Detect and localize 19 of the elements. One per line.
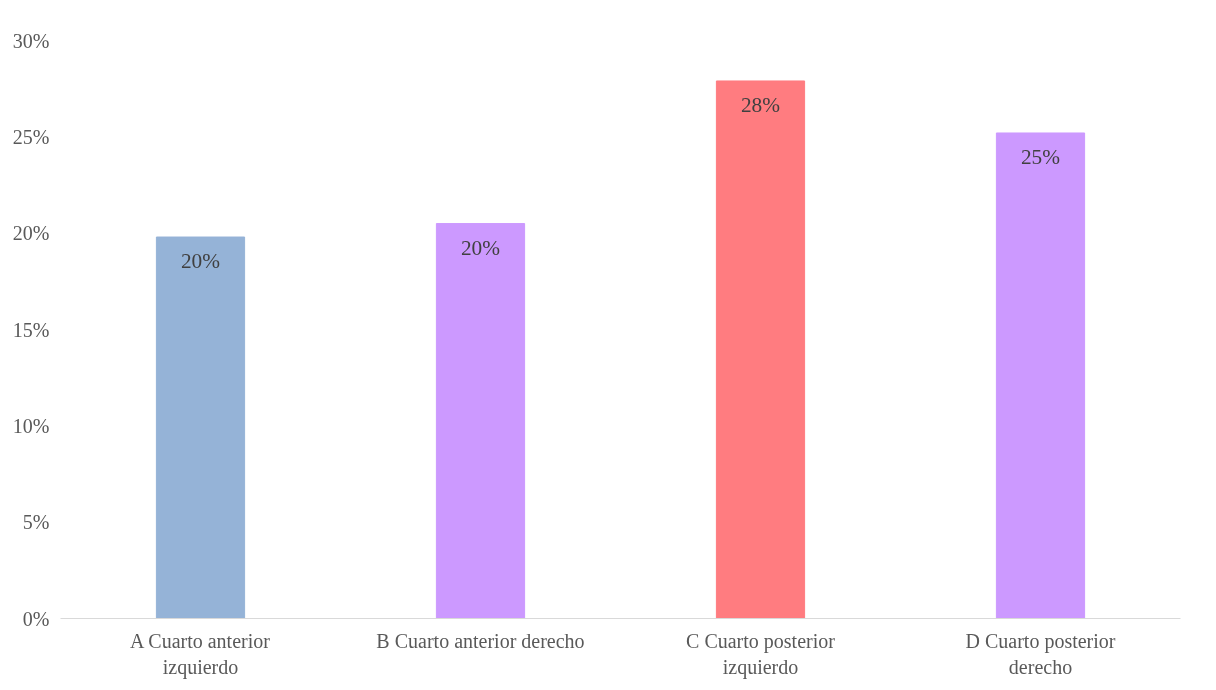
y-tick-label: 15% <box>12 318 50 341</box>
x-tick-label: A Cuarto anterior izquierdo <box>129 629 271 679</box>
y-tick-label: 10% <box>12 414 50 437</box>
y-tick-label: 30% <box>12 29 50 52</box>
bar <box>435 223 526 619</box>
x-tick-label: B Cuarto anterior derecho <box>376 629 585 652</box>
bar <box>715 80 806 619</box>
y-tick-label: 0% <box>22 607 50 630</box>
data-label: 25% <box>1020 144 1061 169</box>
y-tick-label: 20% <box>12 222 50 245</box>
data-label: 28% <box>740 92 781 117</box>
data-label: 20% <box>180 249 221 274</box>
x-tick-label: D Cuarto posterior derecho <box>965 629 1116 678</box>
data-label: 20% <box>460 235 501 260</box>
bar <box>995 132 1086 619</box>
y-tick-label: 5% <box>22 511 50 534</box>
y-tick-label: 25% <box>12 125 50 148</box>
bar <box>155 236 246 619</box>
x-tick-label: C Cuarto posterior izquierdo <box>686 629 836 679</box>
